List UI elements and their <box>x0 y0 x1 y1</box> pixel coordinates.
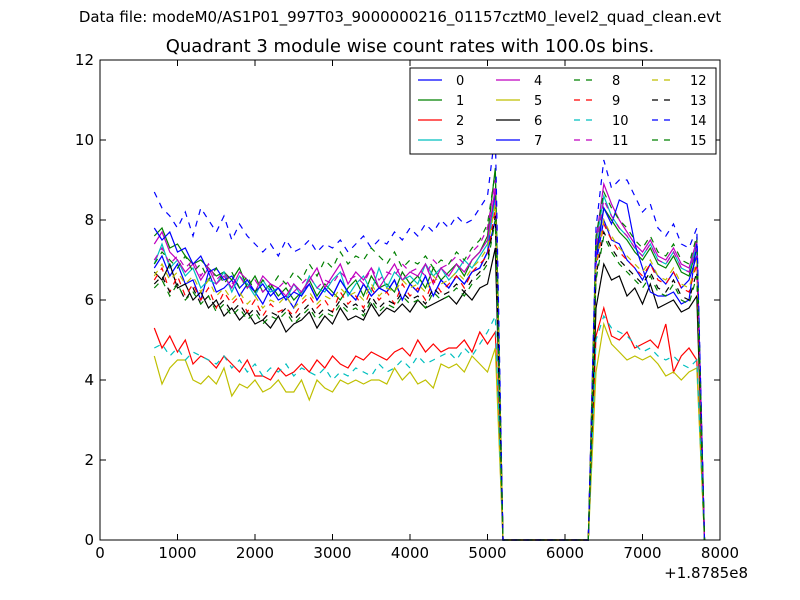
x-offset-label: +1.8785e8 <box>664 564 748 582</box>
y-tick-label: 0 <box>84 531 94 549</box>
legend-label-14: 14 <box>690 114 707 129</box>
legend-label-1: 1 <box>456 94 464 109</box>
series-line-4 <box>153 181 706 541</box>
x-tick-label: 2000 <box>236 544 274 562</box>
chart-title: Quadrant 3 module wise count rates with … <box>165 36 655 57</box>
y-tick-label: 12 <box>75 51 94 69</box>
y-tick-label: 2 <box>84 451 94 469</box>
series-line-3 <box>153 193 706 541</box>
legend-label-4: 4 <box>534 74 542 89</box>
series-line-10 <box>154 314 706 541</box>
legend-label-15: 15 <box>690 134 707 149</box>
series-line-5 <box>153 321 706 541</box>
x-tick-label: 5000 <box>468 544 506 562</box>
x-tick-label: 6000 <box>546 544 584 562</box>
legend-label-6: 6 <box>534 114 542 129</box>
legend-label-8: 8 <box>612 74 620 89</box>
series-line-15 <box>153 219 706 541</box>
legend-label-5: 5 <box>534 94 542 109</box>
series-line-2 <box>153 305 706 541</box>
legend-label-9: 9 <box>612 94 620 109</box>
legend-label-13: 13 <box>690 94 707 109</box>
series-lines <box>153 131 706 541</box>
series-line-12 <box>153 203 706 541</box>
legend-label-12: 12 <box>690 74 707 89</box>
legend-label-11: 11 <box>612 134 629 149</box>
legend-label-3: 3 <box>456 134 464 149</box>
y-tick-label: 6 <box>84 291 94 309</box>
x-tick-label: 8000 <box>701 544 739 562</box>
x-tick-label: 4000 <box>391 544 429 562</box>
legend-label-2: 2 <box>456 114 464 129</box>
series-line-6 <box>153 247 706 541</box>
series-line-14 <box>153 131 706 541</box>
series-line-9 <box>153 207 706 541</box>
legend-label-10: 10 <box>612 114 629 129</box>
figure-suptitle: Data file: modeM0/AS1P01_997T03_90000002… <box>78 8 722 26</box>
series-line-7 <box>153 199 706 541</box>
y-tick-label: 8 <box>84 211 94 229</box>
y-tick-label: 10 <box>75 131 94 149</box>
series-line-13 <box>153 215 706 541</box>
legend-label-7: 7 <box>534 134 542 149</box>
y-tick-label: 4 <box>84 371 94 389</box>
x-tick-label: 7000 <box>623 544 661 562</box>
series-line-1 <box>153 167 706 541</box>
axes: 0 1000 2000 3000 4000 5000 6000 7000 80000246810… <box>75 51 739 562</box>
series-line-0 <box>153 191 706 541</box>
x-tick-label: 1000 <box>158 544 196 562</box>
legend-label-0: 0 <box>456 74 464 89</box>
x-tick-label: 3000 <box>313 544 351 562</box>
x-tick-label: 0 <box>95 544 105 562</box>
series-line-11 <box>153 179 706 541</box>
series-line-8 <box>153 171 706 541</box>
